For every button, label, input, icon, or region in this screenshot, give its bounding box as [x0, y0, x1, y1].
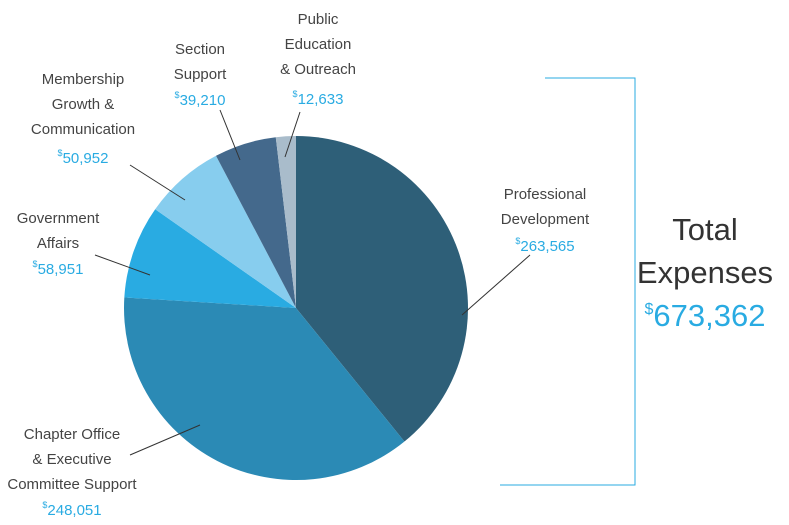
slice-label: Chapter Office & Executive Committee Suppo… [7, 426, 137, 493]
pie-slice [275, 136, 296, 308]
leader-line [129, 164, 186, 201]
slice-label: Section Support [174, 41, 227, 83]
value-label: $39,210 [175, 90, 226, 109]
pie-slice [124, 209, 296, 308]
value-label: $263,565 [515, 236, 574, 255]
slice-label: Professional Development [501, 186, 590, 228]
total-label: Total Expenses [637, 212, 773, 290]
value-label: $58,951 [33, 259, 84, 278]
value-label: $50,952 [58, 148, 109, 167]
value-label: $12,633 [293, 89, 344, 108]
value-label: $248,051 [42, 500, 101, 519]
pie-slice [155, 155, 296, 308]
slice-label: Public Education & Outreach [280, 11, 356, 78]
total-value: $673,362 [645, 298, 766, 333]
pie-slice [296, 136, 468, 442]
leader-line [219, 109, 241, 161]
leader-line [284, 111, 301, 158]
slice-label: Membership Growth & Communication [31, 71, 135, 138]
leader-line [461, 254, 531, 316]
pie-slice [216, 137, 296, 308]
leader-line [129, 424, 201, 456]
pie-slice [124, 297, 405, 480]
bracket [500, 77, 636, 486]
leader-line [94, 254, 151, 276]
slice-label: Government Affairs [17, 210, 100, 252]
